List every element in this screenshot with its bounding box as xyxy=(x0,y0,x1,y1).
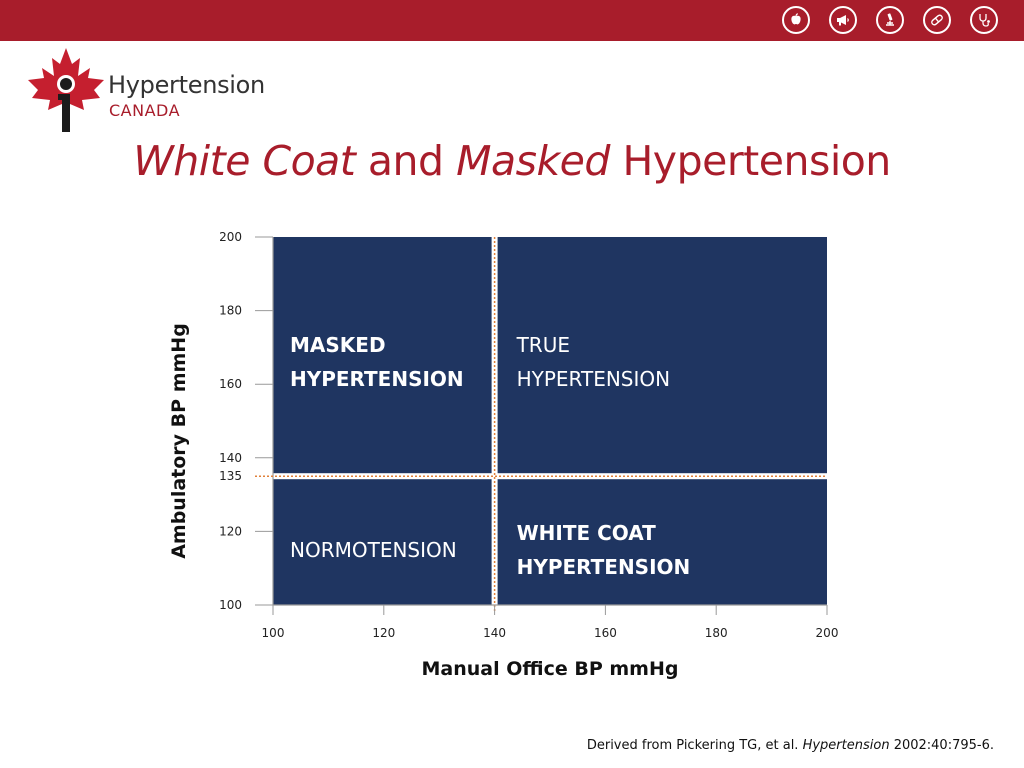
maple-leaf-icon xyxy=(28,48,104,132)
x-tick-label-180: 180 xyxy=(705,626,728,640)
y-tick-label-120: 120 xyxy=(219,524,242,538)
logo-text-hypertension: Hypertension xyxy=(108,71,265,99)
y-tick-label-160: 160 xyxy=(219,377,242,391)
y-tick-label-100: 100 xyxy=(219,598,242,612)
source-prefix: Derived from Pickering TG, et al. xyxy=(586,738,803,753)
logo-text-canada: CANADA xyxy=(109,101,181,120)
bp-quadrant-chart: 100 120 135 140 160 180 200 100 120 140 160 180 200 M… xyxy=(168,230,839,680)
y-axis-title: Ambulatory BP mmHg xyxy=(168,323,190,559)
quadrant-label-true-line2: HYPERTENSION xyxy=(517,367,671,391)
quadrant-true xyxy=(497,237,827,474)
title-hypertension: Hypertension xyxy=(609,137,891,185)
title-and: and xyxy=(355,137,457,185)
header-icons xyxy=(782,6,998,34)
y-tick-label-200: 200 xyxy=(219,230,242,244)
page-title: White Coat and Masked Hypertension xyxy=(0,137,1024,185)
quadrant-whitecoat xyxy=(497,479,827,605)
x-tick-label-200: 200 xyxy=(816,626,839,640)
quadrant-label-true-line1: TRUE xyxy=(516,333,570,357)
title-masked: Masked xyxy=(456,137,610,185)
quadrant-masked xyxy=(273,237,492,474)
x-tick-label-160: 160 xyxy=(594,626,617,640)
megaphone-icon[interactable] xyxy=(829,6,857,34)
source-suffix: 2002:40:795-6. xyxy=(889,738,994,753)
x-tick-label-120: 120 xyxy=(372,626,395,640)
quadrant-label-whitecoat-line1: WHITE COAT xyxy=(517,521,657,545)
quadrant-label-whitecoat-line2: HYPERTENSION xyxy=(517,555,691,579)
pill-icon[interactable] xyxy=(923,6,951,34)
apple-icon[interactable] xyxy=(782,6,810,34)
microscope-icon[interactable] xyxy=(876,6,904,34)
x-tick-label-100: 100 xyxy=(262,626,285,640)
stethoscope-icon[interactable] xyxy=(970,6,998,34)
header-bar xyxy=(0,0,1024,41)
y-tick-label-135: 135 xyxy=(219,469,242,483)
hypertension-canada-logo: Hypertension CANADA xyxy=(24,44,274,136)
x-axis-title: Manual Office BP mmHg xyxy=(422,658,679,680)
source-citation: Derived from Pickering TG, et al. Hypert… xyxy=(587,738,994,753)
y-tick-label-140: 140 xyxy=(219,451,242,465)
source-journal: Hypertension xyxy=(802,738,890,753)
x-tick-label-140: 140 xyxy=(483,626,506,640)
quadrant-label-normo-line1: NORMOTENSION xyxy=(290,538,457,562)
y-tick-label-180: 180 xyxy=(219,304,242,318)
quadrant-label-masked-line2: HYPERTENSION xyxy=(290,367,464,391)
title-white-coat: White Coat xyxy=(133,137,356,185)
quadrant-label-masked-line1: MASKED xyxy=(290,333,386,357)
quadrant-normo xyxy=(273,479,492,605)
